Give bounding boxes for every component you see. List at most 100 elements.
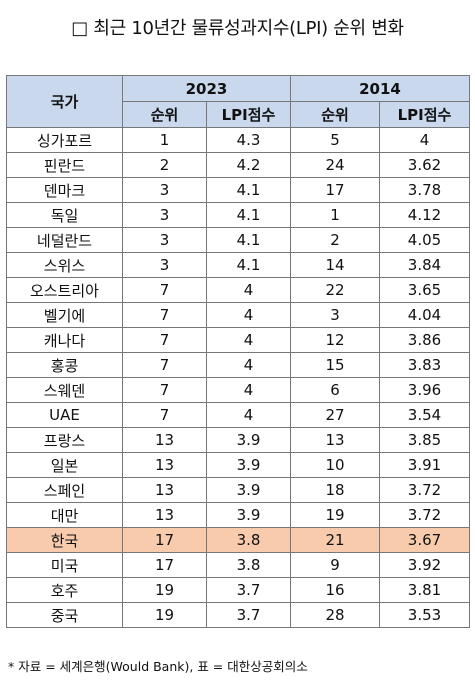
- rank-2014-cell: 1: [290, 202, 380, 228]
- table-row: 싱가포르 1 4.3 5 4: [6, 127, 470, 153]
- table-row: 대만 13 3.9 19 3.72: [6, 502, 470, 528]
- lpi-2014-cell: 3.72: [379, 477, 470, 503]
- page-title: □ 최근 10년간 물류성과지수(LPI) 순위 변화: [71, 18, 404, 39]
- rank-2014-cell: 12: [290, 327, 380, 353]
- rank-2023-cell: 3: [122, 227, 207, 253]
- lpi-2023-cell: 4: [206, 302, 291, 328]
- lpi-2023-cell: 4.1: [206, 252, 291, 278]
- lpi-2023-cell: 3.9: [206, 502, 291, 528]
- table-row: 오스트리아 7 4 22 3.65: [6, 277, 470, 303]
- lpi-2023-cell: 4: [206, 277, 291, 303]
- lpi-2023-cell: 3.8: [206, 527, 291, 553]
- lpi-2014-cell: 3.72: [379, 502, 470, 528]
- rank-2014-header: 순위: [290, 101, 380, 128]
- rank-2014-cell: 21: [290, 527, 380, 553]
- lpi-2023-cell: 4: [206, 352, 291, 378]
- rank-2023-header: 순위: [122, 101, 207, 128]
- country-cell: UAE: [6, 402, 123, 428]
- lpi-2014-cell: 4.12: [379, 202, 470, 228]
- rank-2014-cell: 19: [290, 502, 380, 528]
- table-header-row-years: 국가 2023 2014: [6, 75, 470, 128]
- rank-2023-cell: 2: [122, 152, 207, 178]
- year-2014-header: 2014: [290, 75, 470, 102]
- rank-2014-cell: 17: [290, 177, 380, 203]
- country-cell: 핀란드: [6, 152, 123, 178]
- rank-2023-cell: 13: [122, 452, 207, 478]
- lpi-2014-cell: 3.92: [379, 552, 470, 578]
- rank-2014-cell: 28: [290, 602, 380, 628]
- lpi-2014-cell: 3.84: [379, 252, 470, 278]
- rank-2023-cell: 7: [122, 302, 207, 328]
- country-header: 국가: [6, 75, 123, 128]
- table-row: 네덜란드 3 4.1 2 4.05: [6, 227, 470, 253]
- lpi-2023-cell: 3.9: [206, 452, 291, 478]
- rank-2014-cell: 24: [290, 152, 380, 178]
- rank-2023-cell: 3: [122, 202, 207, 228]
- rank-2023-cell: 3: [122, 252, 207, 278]
- rank-2023-cell: 13: [122, 427, 207, 453]
- lpi-2014-cell: 3.67: [379, 527, 470, 553]
- table-row: 중국 19 3.7 28 3.53: [6, 602, 470, 628]
- lpi-2014-cell: 3.91: [379, 452, 470, 478]
- lpi-2014-cell: 3.81: [379, 577, 470, 603]
- country-cell: 캐나다: [6, 327, 123, 353]
- rank-2023-cell: 7: [122, 352, 207, 378]
- country-cell: 독일: [6, 202, 123, 228]
- country-cell: 스위스: [6, 252, 123, 278]
- rank-2014-cell: 18: [290, 477, 380, 503]
- rank-2023-cell: 13: [122, 502, 207, 528]
- rank-2023-cell: 7: [122, 277, 207, 303]
- table-row: 한국 17 3.8 21 3.67: [6, 527, 470, 553]
- country-cell: 프랑스: [6, 427, 123, 453]
- country-cell: 일본: [6, 452, 123, 478]
- rank-2014-cell: 5: [290, 127, 380, 153]
- table-row: 캐나다 7 4 12 3.86: [6, 327, 470, 353]
- table-row: 독일 3 4.1 1 4.12: [6, 202, 470, 228]
- lpi-2014-header: LPI점수: [379, 101, 470, 128]
- lpi-2023-cell: 4.3: [206, 127, 291, 153]
- lpi-2023-cell: 4: [206, 402, 291, 428]
- rank-2023-cell: 19: [122, 602, 207, 628]
- rank-2014-cell: 27: [290, 402, 380, 428]
- rank-2014-cell: 2: [290, 227, 380, 253]
- country-cell: 한국: [6, 527, 123, 553]
- table-row: 핀란드 2 4.2 24 3.62: [6, 152, 470, 178]
- rank-2014-cell: 9: [290, 552, 380, 578]
- table-header-row-metrics: 순위 LPI점수 순위 LPI점수: [7, 101, 470, 128]
- lpi-2023-cell: 4: [206, 327, 291, 353]
- lpi-2014-cell: 3.53: [379, 602, 470, 628]
- lpi-2014-cell: 3.65: [379, 277, 470, 303]
- lpi-2014-cell: 3.86: [379, 327, 470, 353]
- rank-2014-cell: 16: [290, 577, 380, 603]
- lpi-ranking-table: 국가 2023 2014 순위 LPI점수 순위 LPI점수 싱가포르 1 4.3 5…: [6, 75, 470, 628]
- lpi-2014-cell: 3.83: [379, 352, 470, 378]
- rank-2023-cell: 7: [122, 327, 207, 353]
- lpi-2023-cell: 4.1: [206, 177, 291, 203]
- country-cell: 스웨덴: [6, 377, 123, 403]
- country-cell: 호주: [6, 577, 123, 603]
- lpi-2023-cell: 3.9: [206, 477, 291, 503]
- lpi-2023-cell: 3.8: [206, 552, 291, 578]
- rank-2014-cell: 6: [290, 377, 380, 403]
- lpi-2023-cell: 4: [206, 377, 291, 403]
- country-cell: 덴마크: [6, 177, 123, 203]
- rank-2014-cell: 10: [290, 452, 380, 478]
- source-footnote: * 자료 = 세계은행(Would Bank), 표 = 대한상공회의소: [8, 659, 308, 674]
- table-row: 스웨덴 7 4 6 3.96: [6, 377, 470, 403]
- lpi-2014-cell: 4.04: [379, 302, 470, 328]
- rank-2023-cell: 1: [122, 127, 207, 153]
- country-cell: 오스트리아: [6, 277, 123, 303]
- country-cell: 미국: [6, 552, 123, 578]
- country-cell: 싱가포르: [6, 127, 123, 153]
- table-row: 미국 17 3.8 9 3.92: [6, 552, 470, 578]
- country-cell: 홍콩: [6, 352, 123, 378]
- lpi-2014-cell: 3.85: [379, 427, 470, 453]
- table-row: 홍콩 7 4 15 3.83: [6, 352, 470, 378]
- rank-2023-cell: 7: [122, 377, 207, 403]
- country-cell: 중국: [6, 602, 123, 628]
- table-row: 스위스 3 4.1 14 3.84: [6, 252, 470, 278]
- rank-2023-cell: 17: [122, 527, 207, 553]
- lpi-2023-cell: 3.9: [206, 427, 291, 453]
- lpi-2014-cell: 3.78: [379, 177, 470, 203]
- lpi-2014-cell: 4: [379, 127, 470, 153]
